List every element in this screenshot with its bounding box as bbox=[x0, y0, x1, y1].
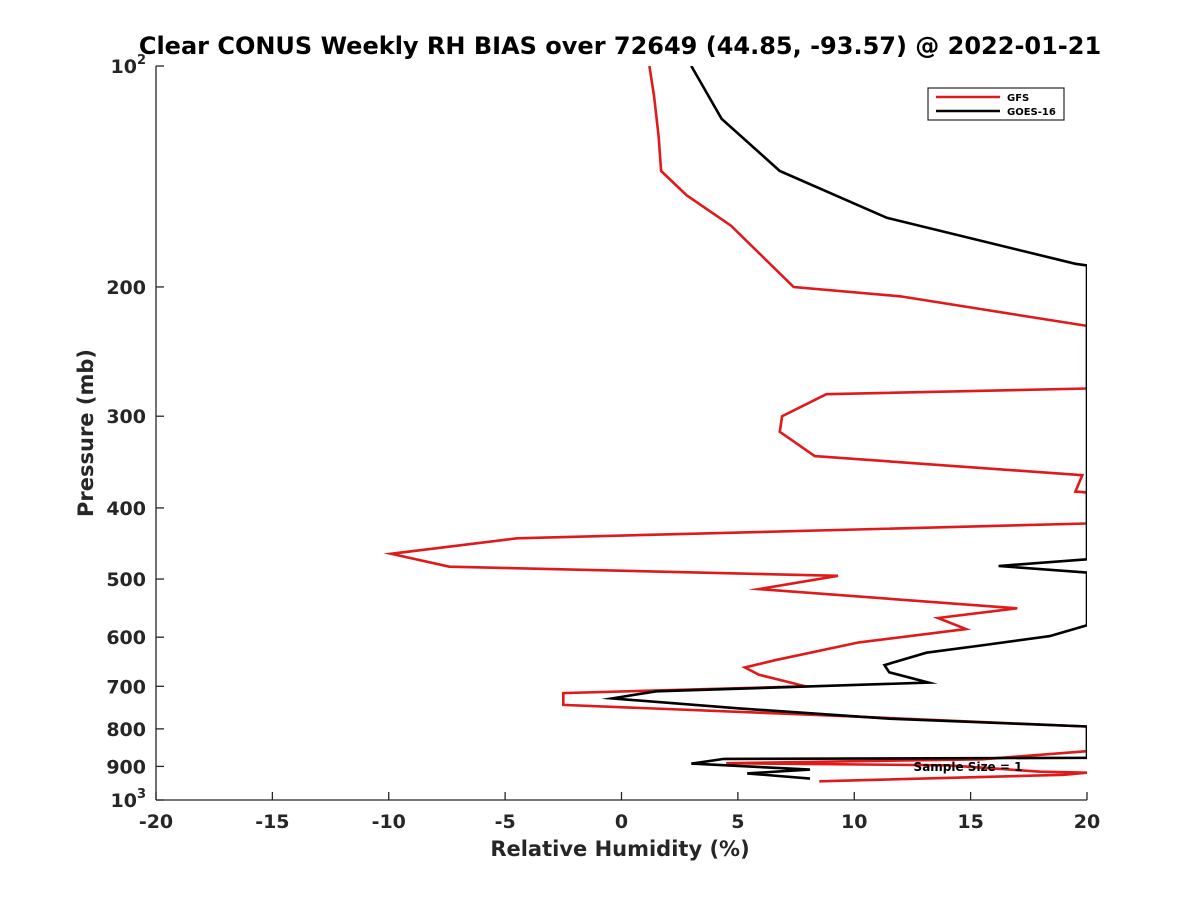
y-ticks: 102 200 300 400 500 600 700 800 900 103 bbox=[106, 53, 164, 812]
x-tick-label: 10 bbox=[841, 811, 867, 833]
x-tick-label: 15 bbox=[957, 811, 983, 833]
x-tick-label: 0 bbox=[615, 811, 628, 833]
legend-entry-gfs: GFS bbox=[1007, 93, 1029, 104]
series-line-goes16 bbox=[601, 66, 1087, 780]
x-axis-label: Relative Humidity (%) bbox=[490, 837, 749, 861]
y-tick-label: 102 bbox=[111, 53, 147, 78]
x-tick-label: 5 bbox=[731, 811, 744, 833]
y-tick-label: 900 bbox=[106, 756, 146, 778]
y-tick-label: 103 bbox=[111, 787, 147, 812]
chart-title: Clear CONUS Weekly RH BIAS over 72649 (4… bbox=[139, 32, 1101, 60]
y-tick-label: 700 bbox=[106, 676, 146, 698]
sample-size-annotation: Sample Size = 1 bbox=[914, 760, 1023, 774]
y-tick-label: 400 bbox=[106, 498, 146, 520]
y-tick-label: 600 bbox=[106, 627, 146, 649]
x-tick-label: -10 bbox=[372, 811, 406, 833]
x-ticks: -20 -15 -10 -5 0 5 10 15 20 bbox=[139, 792, 1100, 833]
legend: GFS GOES-16 bbox=[927, 87, 1065, 121]
series-layer bbox=[383, 66, 1087, 783]
y-tick-label: 200 bbox=[106, 277, 146, 299]
y-tick-label: 500 bbox=[106, 569, 146, 591]
legend-box bbox=[927, 87, 1065, 121]
x-tick-label: -20 bbox=[139, 811, 173, 833]
x-tick-label: -15 bbox=[255, 811, 289, 833]
plot-area bbox=[156, 66, 1087, 800]
x-tick-label: 20 bbox=[1074, 811, 1100, 833]
y-tick-label: 300 bbox=[106, 406, 146, 428]
y-axis-label: Pressure (mb) bbox=[74, 349, 98, 517]
series-line-gfs bbox=[383, 66, 1087, 783]
y-tick-label: 800 bbox=[106, 719, 146, 741]
x-tick-label: -5 bbox=[495, 811, 516, 833]
legend-entry-goes16: GOES-16 bbox=[1007, 107, 1056, 118]
